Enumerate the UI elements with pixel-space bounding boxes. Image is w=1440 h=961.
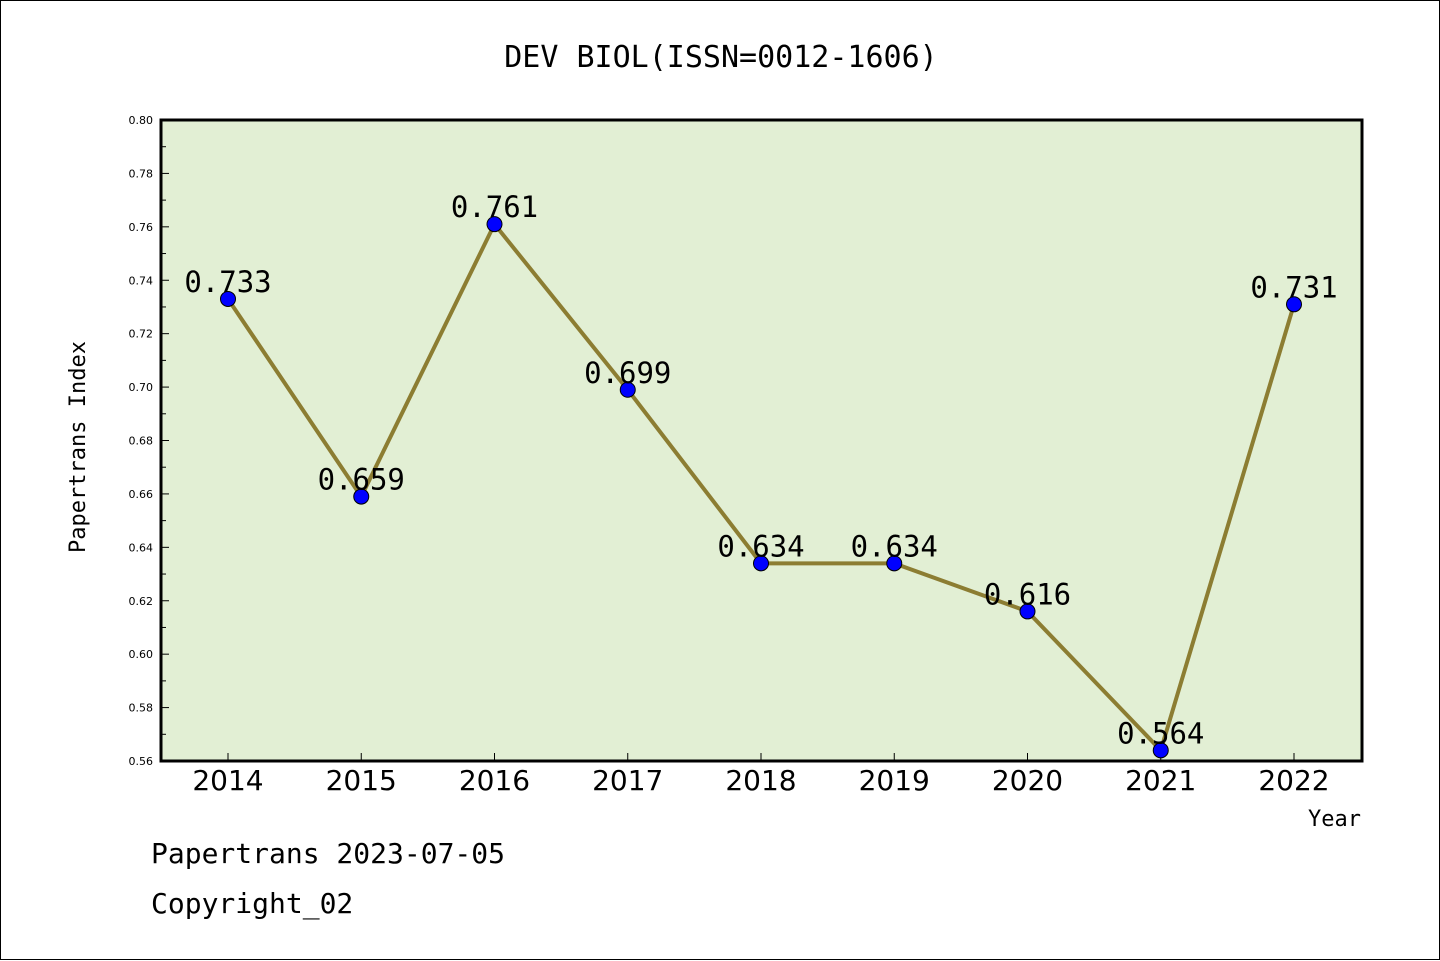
data-point	[353, 488, 370, 505]
y-tick-label: 0.62	[129, 595, 154, 608]
data-label: 0.659	[318, 463, 405, 497]
data-point	[753, 555, 769, 572]
x-tick-label: 2016	[459, 764, 530, 797]
y-tick-label: 0.60	[129, 648, 154, 661]
data-label: 0.699	[584, 356, 671, 390]
y-tick-label: 0.72	[129, 328, 154, 341]
x-tick-label: 2019	[859, 764, 930, 797]
data-point	[220, 290, 236, 307]
y-axis-ticks: 0.56 0.58 0.60 0.62 0.64 0.66 0.68 0.70 0.72 0.74…	[129, 114, 169, 768]
y-tick-label: 0.76	[129, 221, 154, 234]
data-point	[1152, 742, 1169, 759]
y-tick-label: 0.68	[129, 435, 154, 448]
footer-copyright: Copyright_02	[151, 887, 354, 920]
y-tick-label: 0.64	[129, 541, 154, 554]
y-axis-label: Papertrans Index	[66, 341, 91, 553]
data-label: 0.634	[851, 529, 938, 563]
data-point	[1286, 296, 1302, 313]
plot-area	[161, 120, 1362, 761]
x-tick-label: 2018	[725, 764, 796, 797]
data-point	[886, 555, 903, 572]
data-points	[220, 216, 1302, 759]
data-label: 0.731	[1250, 270, 1337, 304]
data-label: 0.634	[717, 529, 804, 563]
x-tick-label: 2015	[326, 764, 397, 797]
data-label: 0.616	[984, 577, 1071, 611]
data-point	[619, 381, 636, 398]
data-point	[486, 216, 503, 233]
y-tick-label: 0.74	[129, 274, 154, 287]
x-tick-label: 2021	[1125, 764, 1196, 797]
data-label: 0.564	[1117, 716, 1204, 750]
data-labels: 0.733 0.659 0.761 0.699 0.634 0.634 0.616 0.564…	[184, 190, 1337, 750]
x-tick-label: 2014	[192, 764, 263, 797]
chart-title: DEV BIOL(ISSN=0012-1606)	[504, 40, 937, 75]
y-tick-label: 0.66	[129, 488, 154, 501]
x-axis-label: Year	[1308, 807, 1361, 832]
plot-border	[159, 118, 1364, 763]
data-label: 0.733	[184, 265, 271, 299]
y-tick-label: 0.78	[129, 167, 154, 180]
x-tick-label: 2020	[992, 764, 1063, 797]
data-point	[1019, 603, 1036, 620]
data-label: 0.761	[451, 190, 538, 224]
y-tick-label: 0.56	[129, 755, 154, 768]
y-tick-label: 0.80	[129, 114, 154, 127]
x-tick-label: 2022	[1258, 764, 1329, 797]
x-tick-label: 2017	[592, 764, 663, 797]
y-tick-label: 0.58	[129, 702, 154, 715]
y-tick-label: 0.70	[129, 381, 154, 394]
x-axis-ticks: 2014 2015 2016 2017 2018 2019 2020 2021 2022	[192, 753, 1330, 797]
footer-date: Papertrans 2023-07-05	[151, 837, 506, 870]
